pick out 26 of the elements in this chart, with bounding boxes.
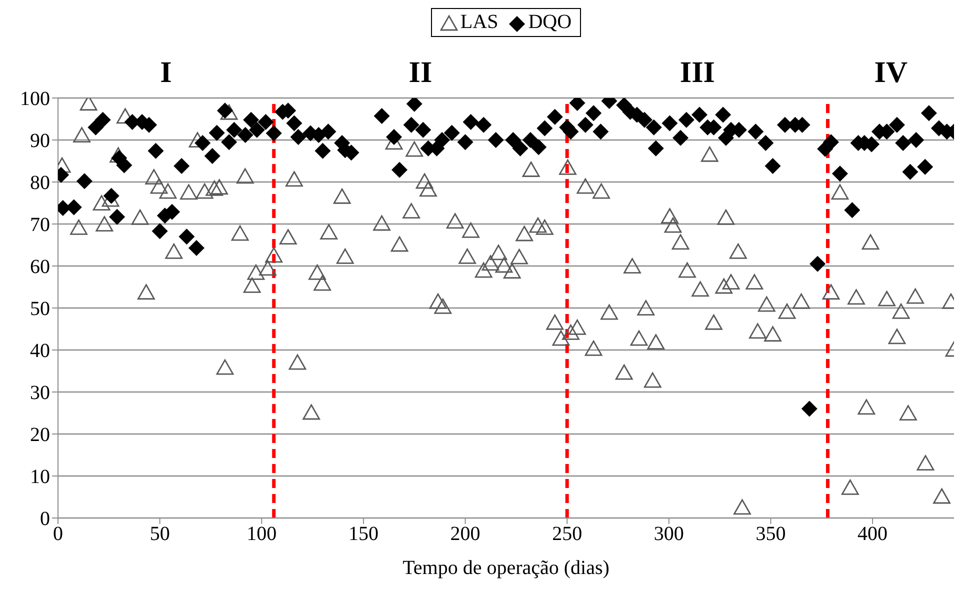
text: I [159,56,173,90]
y-tick-label: 100 [20,88,50,110]
text: IV [873,56,909,90]
y-tick-label: 60 [30,256,50,278]
x-tick-label: 150 [348,523,378,546]
y-tick-label: 70 [30,214,50,236]
x-tick-label: 200 [450,523,480,546]
x-tick-label: 350 [756,523,786,546]
y-tick-label: 0 [40,508,50,530]
legend-label: DQO [528,11,572,34]
y-tick-label: 80 [30,172,50,194]
x-tick-label: 400 [858,523,888,546]
y-tick-label: 50 [30,298,50,320]
x-tick-label: 250 [552,523,582,546]
x-axis-title: Tempo de operação (dias) [402,557,610,579]
y-tick-label: 40 [30,340,50,362]
x-tick-label: 100 [246,523,277,546]
y-tick-label: 30 [30,382,50,404]
legend-label: LAS [460,11,498,34]
x-tick-label: 300 [654,523,684,546]
text: II [408,56,434,90]
text: III [678,56,716,90]
y-tick-label: 20 [30,424,50,446]
x-tick-label: 50 [150,523,170,546]
y-tick-label: 90 [30,130,50,152]
y-tick-label: 10 [30,466,50,488]
